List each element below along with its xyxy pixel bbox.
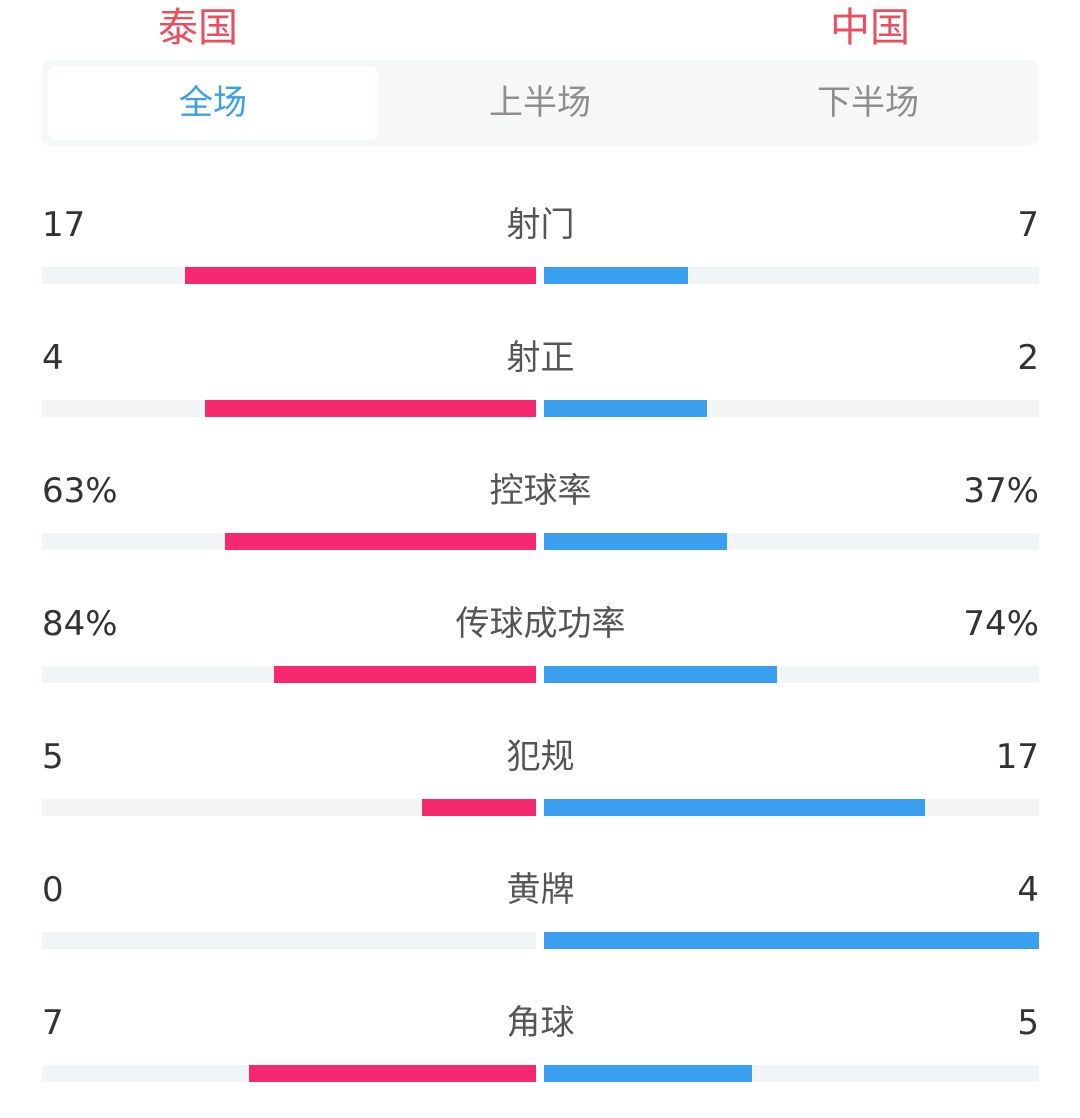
home-value: 17 [42,205,86,245]
stat-row-fouls: 5 犯规 17 [42,735,1039,835]
home-bar-track [42,533,536,550]
away-bar [544,666,777,683]
away-bar [544,400,708,417]
away-value: 17 [995,737,1039,777]
away-team-name: 中国 [830,5,910,51]
away-value: 5 [1017,1003,1039,1043]
home-value: 5 [42,737,64,777]
home-bar [205,400,536,417]
away-value: 4 [1017,870,1039,910]
away-value: 2 [1017,338,1039,378]
period-tabs: 全场 上半场 下半场 [42,60,1039,146]
away-bar [544,1065,752,1082]
away-bar [544,932,1039,949]
stat-label: 传球成功率 [455,604,626,644]
stat-label: 射正 [506,338,575,378]
stat-label: 角球 [506,1003,575,1043]
away-bar-track [544,400,1039,417]
away-bar-track [544,267,1039,284]
away-value: 37% [963,471,1039,511]
stat-row-shots-on-target: 4 射正 2 [42,336,1039,436]
away-bar-track [544,799,1039,816]
stat-label: 射门 [506,205,575,245]
home-team-name: 泰国 [158,5,238,51]
home-bar-track [42,666,536,683]
home-value: 4 [42,338,64,378]
home-value: 63% [42,471,118,511]
tab-first-half[interactable]: 上半场 [489,83,591,123]
home-bar [422,799,536,816]
stat-label: 黄牌 [506,870,575,910]
home-bar-track [42,400,536,417]
home-value: 0 [42,870,64,910]
away-value: 7 [1017,205,1039,245]
stat-row-yellow-cards: 0 黄牌 4 [42,868,1039,968]
away-bar-track [544,533,1039,550]
stat-label: 控球率 [489,471,592,511]
away-bar-track [544,1065,1039,1082]
stat-label: 犯规 [506,737,575,777]
home-bar-track [42,1065,536,1082]
tab-second-half[interactable]: 下半场 [817,83,919,123]
home-bar [185,267,536,284]
stat-row-possession: 63% 控球率 37% [42,469,1039,569]
home-bar-track [42,932,536,949]
away-bar-track [544,666,1039,683]
stat-row-pass-accuracy: 84% 传球成功率 74% [42,602,1039,702]
stat-row-shots: 17 射门 7 [42,203,1039,303]
tab-full-match[interactable]: 全场 [48,66,378,140]
home-bar-track [42,267,536,284]
home-bar [224,533,536,550]
home-bar [249,1065,536,1082]
away-bar-track [544,932,1039,949]
home-value: 7 [42,1003,64,1043]
away-value: 74% [963,604,1039,644]
away-bar [544,799,926,816]
home-bar-track [42,799,536,816]
home-value: 84% [42,604,118,644]
away-bar [544,267,688,284]
stat-row-corners: 7 角球 5 [42,1001,1039,1101]
home-bar [274,666,536,683]
away-bar [544,533,728,550]
